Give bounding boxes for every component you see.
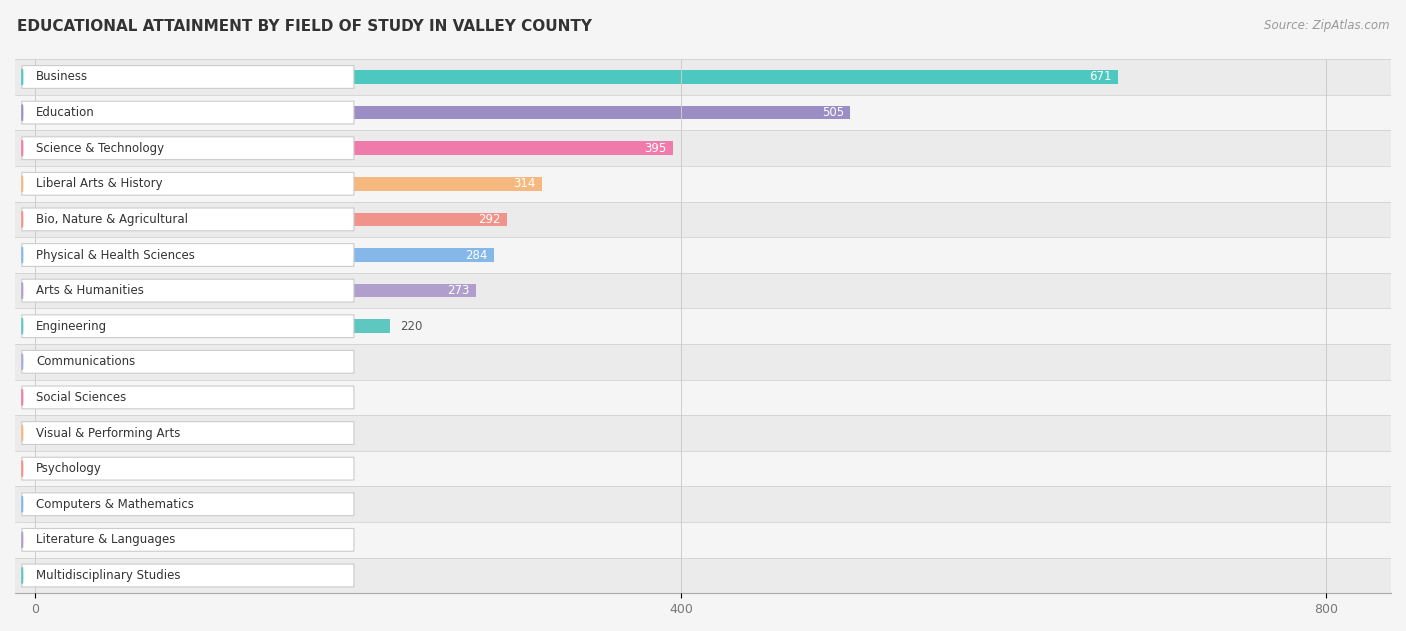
Text: Liberal Arts & History: Liberal Arts & History <box>37 177 163 191</box>
Text: 175: 175 <box>328 355 350 369</box>
Text: Arts & Humanities: Arts & Humanities <box>37 284 145 297</box>
Text: 505: 505 <box>821 106 844 119</box>
FancyBboxPatch shape <box>21 208 354 231</box>
Text: 314: 314 <box>513 177 536 191</box>
Text: 292: 292 <box>478 213 501 226</box>
Bar <box>15 273 1391 309</box>
Bar <box>35 462 165 475</box>
Text: Communications: Communications <box>37 355 135 369</box>
Bar <box>35 355 318 369</box>
Bar <box>15 95 1391 131</box>
Bar <box>35 70 1118 84</box>
Bar <box>35 106 851 119</box>
FancyBboxPatch shape <box>21 493 354 516</box>
FancyBboxPatch shape <box>21 457 354 480</box>
Bar <box>35 319 391 333</box>
Text: EDUCATIONAL ATTAINMENT BY FIELD OF STUDY IN VALLEY COUNTY: EDUCATIONAL ATTAINMENT BY FIELD OF STUDY… <box>17 19 592 34</box>
Bar <box>35 177 543 191</box>
Bar <box>15 415 1391 451</box>
Text: Source: ZipAtlas.com: Source: ZipAtlas.com <box>1264 19 1389 32</box>
Text: 395: 395 <box>644 142 666 155</box>
Bar <box>15 237 1391 273</box>
Bar <box>15 201 1391 237</box>
FancyBboxPatch shape <box>21 66 354 88</box>
Bar <box>35 497 132 511</box>
Text: Education: Education <box>37 106 96 119</box>
Bar <box>35 391 209 404</box>
Bar <box>15 166 1391 201</box>
Text: Psychology: Psychology <box>37 462 103 475</box>
FancyBboxPatch shape <box>21 350 354 373</box>
Bar <box>35 284 475 297</box>
FancyBboxPatch shape <box>21 529 354 551</box>
FancyBboxPatch shape <box>21 386 354 409</box>
Bar <box>15 522 1391 558</box>
Text: Science & Technology: Science & Technology <box>37 142 165 155</box>
Text: Business: Business <box>37 71 89 83</box>
Text: Physical & Health Sciences: Physical & Health Sciences <box>37 249 195 261</box>
Bar <box>35 213 506 226</box>
Bar <box>35 141 673 155</box>
Text: 106: 106 <box>217 427 239 440</box>
Bar <box>15 558 1391 593</box>
Bar <box>15 344 1391 380</box>
Text: 273: 273 <box>447 284 470 297</box>
Text: Literature & Languages: Literature & Languages <box>37 533 176 546</box>
FancyBboxPatch shape <box>21 101 354 124</box>
Bar <box>35 569 37 582</box>
Bar <box>35 248 494 262</box>
Text: Engineering: Engineering <box>37 320 107 333</box>
Text: 1: 1 <box>46 569 55 582</box>
Text: 284: 284 <box>465 249 488 261</box>
Bar <box>15 451 1391 487</box>
Bar <box>15 131 1391 166</box>
FancyBboxPatch shape <box>21 422 354 444</box>
Text: Social Sciences: Social Sciences <box>37 391 127 404</box>
Text: Computers & Mathematics: Computers & Mathematics <box>37 498 194 510</box>
FancyBboxPatch shape <box>21 172 354 195</box>
Bar <box>35 533 76 546</box>
Text: 671: 671 <box>1090 71 1112 83</box>
Bar <box>15 59 1391 95</box>
Text: Bio, Nature & Agricultural: Bio, Nature & Agricultural <box>37 213 188 226</box>
Bar <box>15 487 1391 522</box>
Text: 220: 220 <box>401 320 422 333</box>
Bar <box>35 427 207 440</box>
FancyBboxPatch shape <box>21 315 354 338</box>
Bar <box>15 309 1391 344</box>
Text: 25: 25 <box>86 533 100 546</box>
Text: Visual & Performing Arts: Visual & Performing Arts <box>37 427 180 440</box>
Bar <box>15 380 1391 415</box>
Text: Multidisciplinary Studies: Multidisciplinary Studies <box>37 569 181 582</box>
FancyBboxPatch shape <box>21 564 354 587</box>
Text: 108: 108 <box>219 391 242 404</box>
Text: 60: 60 <box>142 498 156 510</box>
FancyBboxPatch shape <box>21 244 354 266</box>
FancyBboxPatch shape <box>21 137 354 160</box>
Text: 80: 80 <box>174 462 188 475</box>
FancyBboxPatch shape <box>21 280 354 302</box>
